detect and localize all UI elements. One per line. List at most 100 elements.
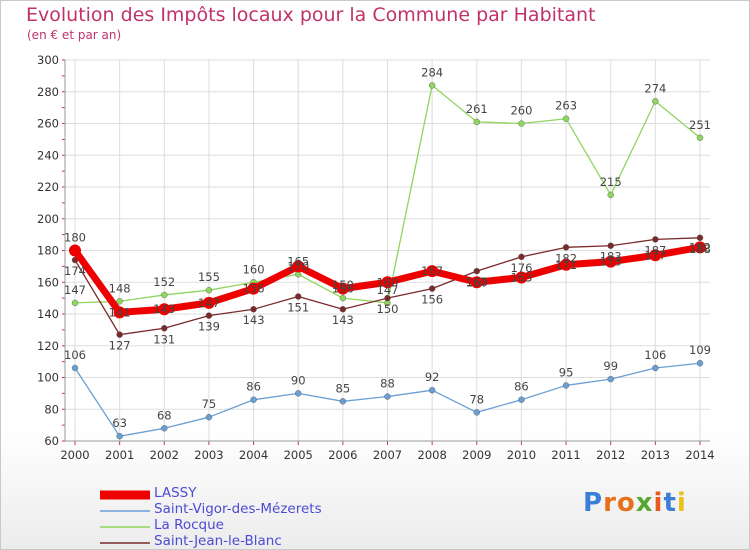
data-point [470,276,483,289]
logo-letter: o [616,488,636,518]
data-label: 173 [600,255,622,269]
legend-item-saint-vigor: Saint-Vigor-des-Mézerets [100,501,360,518]
data-point [161,425,168,432]
y-tick-label: 100 [37,371,59,385]
chart-subtitle: (en € et par an) [27,28,122,42]
data-point [205,286,213,294]
data-label: 147 [377,283,399,297]
x-tick-label: 2005 [284,448,313,462]
legend: LASSY Saint-Vigor-des-Mézerets La Rocque… [100,485,360,550]
logo-letter: x [635,488,654,518]
data-point [694,241,706,254]
data-point [69,244,81,257]
data-point [116,331,123,338]
data-point [518,253,525,261]
data-label: 176 [510,261,532,275]
data-point [473,267,480,275]
data-point [339,398,347,405]
data-point [71,299,79,307]
x-tick-label: 2003 [194,448,223,462]
data-label: 147 [198,296,220,310]
data-point [295,293,302,300]
data-label: 106 [64,348,86,362]
data-label: 156 [332,282,354,296]
y-tick-label: 240 [37,148,59,162]
chart-title: Evolution des Impôts locaux pour la Comm… [26,4,596,26]
data-label: 187 [644,243,666,257]
data-label: 182 [555,251,577,265]
data-label: 163 [510,270,532,284]
data-label: 155 [198,270,220,284]
logo-letter: P [583,488,604,518]
data-label: 263 [555,99,577,113]
data-label: 75 [202,397,217,411]
data-point [161,325,168,332]
data-point [518,120,525,127]
data-point [292,260,305,273]
data-label: 109 [689,343,711,357]
data-point [339,294,347,302]
y-tick-label: 260 [37,117,59,131]
x-tick-label: 2008 [418,448,447,462]
x-tick-label: 2001 [105,448,134,462]
data-label: 92 [425,370,440,384]
data-label: 165 [287,254,309,268]
data-label: 180 [64,231,86,245]
legend-item-lassy: LASSY [100,485,360,502]
legend-item-la-rocque: La Rocque [100,517,360,534]
data-label: 171 [555,258,577,272]
data-label: 90 [291,373,306,387]
data-label: 174 [64,264,86,278]
data-point [652,98,659,105]
data-point [696,134,704,141]
legend-swatch-la-rocque [100,526,150,528]
data-label: 274 [644,81,666,95]
y-tick-label: 60 [44,434,59,448]
y-tick-label: 160 [37,275,59,289]
axis-layer: 60 80 100 120 140 160 180 200 220 240 260 280 300 200… [37,53,715,462]
data-label: 86 [246,380,261,394]
data-label: 284 [421,65,443,79]
y-tick-label: 80 [44,402,59,416]
data-point [381,276,394,289]
data-label: 160 [377,275,399,289]
x-tick-label: 2011 [551,448,580,462]
data-label: 183 [600,250,622,264]
x-tick-label: 2013 [641,448,670,462]
legend-label-lassy: LASSY [154,485,197,501]
legend-item-saint-jean: Saint-Jean-le-Blanc [100,533,360,550]
data-point [560,258,573,271]
x-tick-label: 2009 [462,448,491,462]
data-label: 86 [514,380,529,394]
data-point [339,306,347,313]
proxiti-logo: Proxiti [583,488,687,518]
x-tick-label: 2007 [373,448,402,462]
legend-swatch-saint-vigor [100,510,150,512]
y-tick-label: 140 [37,307,59,321]
data-point [607,375,614,383]
data-label: 78 [469,392,484,406]
legend-label-la-rocque: La Rocque [154,517,224,533]
data-point [250,396,257,403]
data-point [652,236,659,243]
legend-swatch-saint-jean [100,542,150,544]
data-point [205,312,213,319]
data-label: 167 [466,275,488,289]
grid-layer [65,59,710,442]
data-label: 150 [377,302,399,316]
data-point [562,244,570,251]
data-point [116,433,123,440]
data-label: 188 [689,242,711,256]
series-layer [69,82,706,440]
data-label: 141 [109,305,131,319]
data-label: 88 [380,377,395,391]
x-tick-label: 2002 [150,448,179,462]
data-point [384,393,391,400]
data-label: 106 [644,348,666,362]
data-label: 177 [644,248,666,262]
data-point [607,242,614,249]
legend-swatch-lassy [100,490,150,500]
data-point [649,249,662,262]
y-tick-label: 200 [37,212,59,226]
x-tick-label: 2010 [507,448,536,462]
